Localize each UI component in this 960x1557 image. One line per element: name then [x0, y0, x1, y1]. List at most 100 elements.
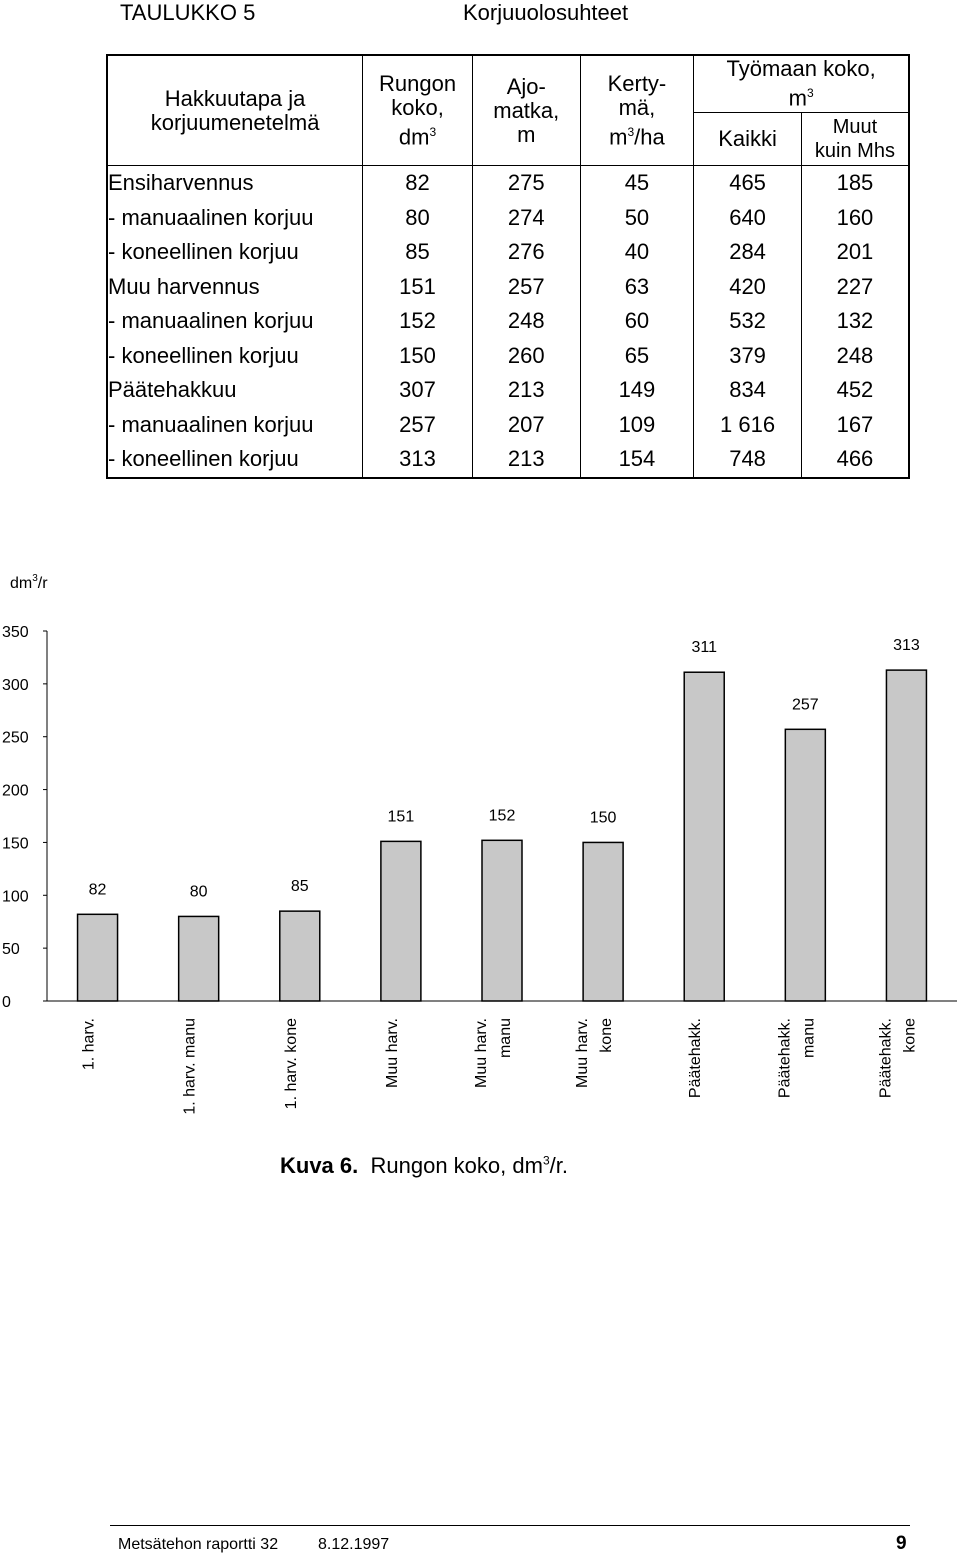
- col-header-all: Kaikki: [693, 112, 802, 166]
- table-cell: 213: [471, 442, 581, 478]
- table-cell: 207: [471, 407, 581, 442]
- table-row: Muu harvennus 151 257 63 420 227: [107, 269, 909, 304]
- table-cell: 640: [693, 200, 802, 235]
- bar: [380, 840, 422, 1002]
- table-row: - koneellinen korjuu 150 260 65 379 248: [107, 338, 909, 373]
- table-cell: 834: [693, 373, 802, 408]
- bar: [177, 915, 220, 1002]
- row-label: - manuaalinen korjuu: [108, 204, 314, 230]
- data-label: 311: [691, 639, 717, 656]
- table-cell: 379: [693, 338, 802, 373]
- data-label: 80: [190, 883, 208, 900]
- table-cell: 466: [800, 442, 909, 478]
- table-cell: 532: [693, 304, 802, 339]
- table-cell: 248: [471, 304, 581, 339]
- y-tick-label: 250: [2, 730, 29, 747]
- row-label: - koneellinen korjuu: [108, 342, 299, 368]
- category-label: Päätehakk.: [776, 1018, 793, 1098]
- table-cell: 465: [693, 165, 802, 201]
- table-cell: 257: [362, 407, 473, 442]
- table-cell: 151: [362, 269, 473, 304]
- data-label: 85: [291, 878, 309, 895]
- table-cell: 420: [693, 269, 802, 304]
- table-cell: 167: [800, 407, 909, 442]
- table-cell: 201: [800, 235, 909, 270]
- table-row: Ensiharvennus 82 275 45 465 185: [107, 165, 909, 201]
- category-label: kone: [598, 1018, 615, 1053]
- y-tick-label: 100: [2, 888, 29, 905]
- footer-date: 8.12.1997: [318, 1536, 390, 1553]
- category-label: 1. harv. kone: [283, 1018, 300, 1109]
- bar: [885, 669, 928, 1002]
- table-cell: 154: [579, 442, 694, 478]
- table-row: - koneellinen korjuu 85 276 40 284 201: [107, 235, 909, 270]
- row-label: - manuaalinen korjuu: [108, 411, 314, 437]
- table-cell: 152: [362, 304, 473, 339]
- data-label: 82: [89, 881, 107, 898]
- row-label: Muu harvennus: [108, 273, 260, 299]
- row-label: - koneellinen korjuu: [108, 239, 299, 265]
- footer-divider: [110, 1525, 910, 1526]
- table-row: - manuaalinen korjuu 152 248 60 532 132: [107, 304, 909, 339]
- y-tick-label: 350: [2, 624, 29, 641]
- table-cell: 313: [362, 442, 473, 478]
- table-cell: 80: [362, 200, 473, 235]
- table-title: Korjuuolosuhteet: [463, 0, 629, 25]
- table-row: - manuaalinen korjuu 257 207 109 1 616 167: [107, 407, 909, 442]
- col-header-distance: Ajo-matka, m: [471, 55, 581, 166]
- table-cell: 109: [579, 407, 694, 442]
- table-row: - koneellinen korjuu 313 213 154 748 466: [107, 442, 909, 478]
- category-label: Muu harv.: [473, 1018, 490, 1088]
- table-cell: 149: [579, 373, 694, 408]
- table-cell: 45: [579, 165, 694, 201]
- table-cell: 132: [800, 304, 909, 339]
- table-row: Päätehakkuu 307 213 149 834 452: [107, 373, 909, 408]
- col-header-site-size: Työmaan koko, m3: [693, 55, 909, 113]
- category-label: manu: [497, 1018, 514, 1058]
- category-label: Muu harv.: [574, 1018, 591, 1088]
- table-cell: 257: [471, 269, 581, 304]
- table-cell: 276: [471, 235, 581, 270]
- table-cell: 748: [693, 442, 802, 478]
- table-cell: 275: [471, 165, 581, 201]
- category-label: manu: [800, 1018, 817, 1058]
- bar: [76, 913, 119, 1002]
- table-row: - manuaalinen korjuu 80 274 50 640 160: [107, 200, 909, 235]
- table-cell: 160: [800, 200, 909, 235]
- y-tick-label: 50: [2, 941, 20, 958]
- table-cell: 213: [471, 373, 581, 408]
- stem-size-bar-chart: dm3/r 0 50 100 150 200 250 300 350 82 1. harv. 80 1.…: [2, 573, 957, 1115]
- table-cell: 40: [579, 235, 694, 270]
- table-cell: 85: [362, 235, 473, 270]
- table-cell: 248: [800, 338, 909, 373]
- table-cell: 82: [362, 165, 473, 201]
- category-label: 1. harv. manu: [182, 1018, 199, 1115]
- table-cell: 60: [579, 304, 694, 339]
- table-cell: 227: [800, 269, 909, 304]
- table-cell: 260: [471, 338, 581, 373]
- data-label: 257: [792, 696, 819, 713]
- conditions-table: Hakkuutapa ja korjuumenetelmä Rungon koko,…: [106, 54, 910, 479]
- col-header-other: Muut kuin Mhs: [800, 112, 909, 166]
- page-number: 9: [896, 1533, 907, 1554]
- table-cell: 185: [800, 165, 909, 201]
- data-label: 150: [590, 809, 617, 826]
- y-tick-label: 0: [2, 994, 11, 1011]
- bar: [784, 728, 827, 1002]
- table-cell: 307: [362, 373, 473, 408]
- bar: [279, 910, 321, 1002]
- data-label: 152: [489, 807, 516, 824]
- row-label: - manuaalinen korjuu: [108, 308, 314, 334]
- table-cell: 150: [362, 338, 473, 373]
- category-label: Muu harv.: [384, 1018, 401, 1088]
- row-label: - koneellinen korjuu: [108, 446, 299, 472]
- category-label: 1. harv.: [81, 1018, 98, 1070]
- col-header-stem-size: Rungon koko, dm3: [362, 55, 473, 166]
- y-tick-label: 300: [2, 677, 29, 694]
- category-label: Päätehakk.: [687, 1018, 704, 1098]
- table-cell: 452: [800, 373, 909, 408]
- row-label: Päätehakkuu: [108, 377, 237, 403]
- category-label: kone: [901, 1018, 918, 1053]
- bar: [481, 839, 523, 1002]
- y-tick-label: 150: [2, 835, 29, 852]
